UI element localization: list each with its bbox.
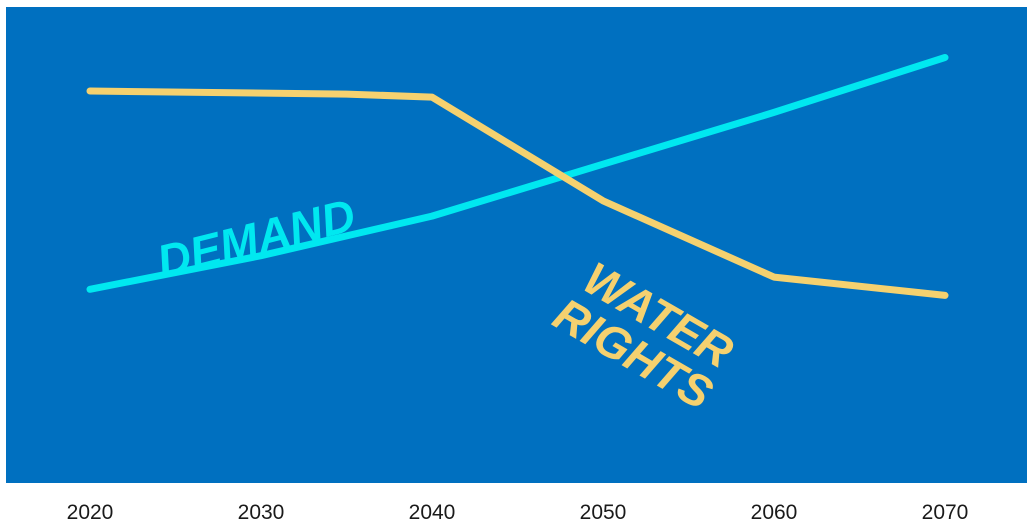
x-tick-label: 2040 <box>409 501 456 523</box>
series-lines <box>86 54 949 299</box>
x-axis-ticks: 2020 2030 2040 2050 2060 2070 <box>67 501 969 523</box>
x-tick-label: 2050 <box>580 501 627 523</box>
series-line-0 <box>86 54 949 293</box>
x-tick-label: 2020 <box>67 501 114 523</box>
series-line-1 <box>86 87 949 299</box>
x-tick-label: 2060 <box>751 501 798 523</box>
x-tick-label: 2070 <box>922 501 969 523</box>
x-tick-label: 2030 <box>238 501 285 523</box>
